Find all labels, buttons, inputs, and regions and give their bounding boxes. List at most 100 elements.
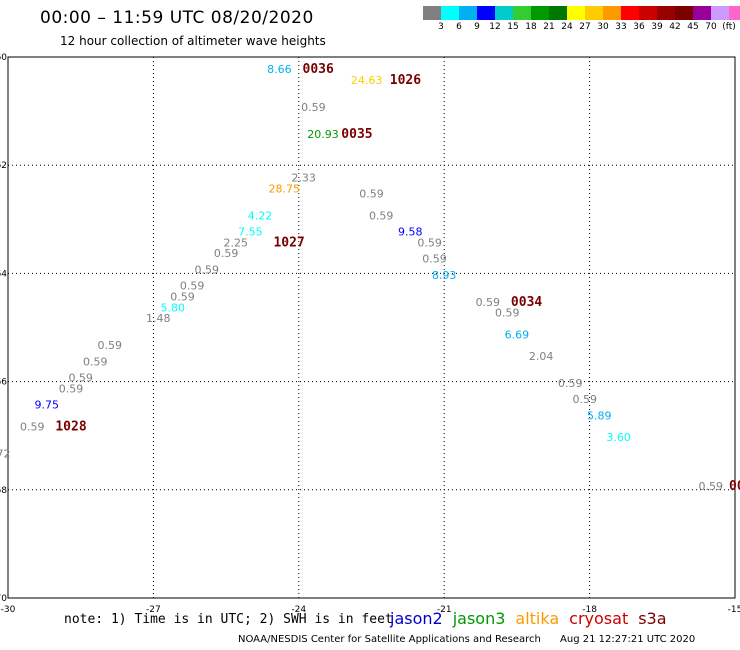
wave-height-label: 2.72 — [0, 447, 11, 460]
scale-tick-label: 36 — [633, 22, 645, 32]
scale-swatch — [603, 6, 621, 20]
wave-height-label: 5.89 — [587, 409, 612, 422]
wave-height-label: 24.63 — [351, 74, 383, 87]
legend-altika: altika — [515, 609, 560, 628]
scale-tick-label: 24 — [561, 22, 573, 32]
pass-time-label: 0035 — [341, 127, 372, 142]
latitude-label: -60 — [0, 53, 7, 63]
pass-time-label: 0033 — [729, 479, 740, 494]
pass-time-label: 1028 — [55, 419, 86, 434]
scale-swatch — [657, 6, 675, 20]
latitude-label: -66 — [0, 378, 7, 388]
wave-height-label: 0.59 — [301, 101, 326, 114]
scale-swatch — [459, 6, 477, 20]
wave-height-label: 1.48 — [146, 312, 171, 325]
latitude-label: -64 — [0, 269, 7, 279]
color-scale-bar — [423, 6, 740, 20]
scale-tick-label: 3 — [438, 22, 444, 32]
scale-tick-label: 21 — [543, 22, 555, 32]
wave-height-label: 3.60 — [606, 431, 631, 444]
wave-height-label: 0.59 — [59, 382, 84, 395]
wave-height-label: 28.75 — [269, 182, 301, 195]
scale-tick-label: (ft) — [722, 22, 736, 32]
pass-time-label: 1026 — [390, 73, 421, 88]
page-title: 00:00 – 11:59 UTC 08/20/2020 — [40, 8, 314, 28]
wave-height-label: 0.59 — [699, 480, 724, 493]
wave-height-label: 8.93 — [432, 269, 457, 282]
wave-height-label: 20.93 — [307, 128, 339, 141]
wave-height-label: 0.59 — [194, 263, 219, 276]
wave-height-label: 0.59 — [20, 420, 45, 433]
pass-time-label: 0034 — [511, 295, 542, 310]
scale-swatch — [729, 6, 740, 20]
scale-swatch — [423, 6, 441, 20]
scale-tick-label: 70 — [705, 22, 717, 32]
wave-height-label: 0.59 — [476, 296, 501, 309]
longitude-label: -15 — [728, 605, 740, 615]
scale-swatch — [531, 6, 549, 20]
scale-swatch — [549, 6, 567, 20]
wave-height-label: 0.59 — [170, 290, 195, 303]
wave-height-label: 9.58 — [398, 226, 423, 239]
footer: NOAA/NESDIS Center for Satellite Applica… — [238, 634, 695, 645]
scale-swatch — [693, 6, 711, 20]
scale-swatch — [513, 6, 531, 20]
scale-tick-label: 42 — [669, 22, 681, 32]
scale-swatch — [585, 6, 603, 20]
legend-s3a: s3a — [638, 609, 667, 628]
longitude-label: -27 — [146, 605, 161, 615]
wave-height-label: 6.69 — [505, 328, 530, 341]
satellite-legend: jason2 jason3 altika cryosat s3a — [390, 609, 677, 628]
page-subtitle: 12 hour collection of altimeter wave hei… — [60, 34, 326, 48]
latitude-label: -68 — [0, 486, 7, 496]
map-frame — [7, 56, 736, 599]
wave-height-label: 0.59 — [180, 280, 205, 293]
latitude-label: -70 — [0, 594, 7, 604]
generated-timestamp: Aug 21 12:27:21 UTC 2020 — [560, 634, 696, 645]
scale-tick-label: 18 — [525, 22, 537, 32]
scale-tick-label: 15 — [507, 22, 519, 32]
scale-swatch — [441, 6, 459, 20]
longitude-label: -18 — [582, 605, 597, 615]
longitude-label: -21 — [437, 605, 452, 615]
scale-swatch — [711, 6, 729, 20]
wave-height-label: 0.59 — [422, 253, 447, 266]
wave-height-label: 0.59 — [495, 307, 520, 320]
wave-height-label: 0.59 — [558, 377, 583, 390]
wave-height-label: 2.33 — [291, 171, 316, 184]
legend-cryosat: cryosat — [569, 609, 629, 628]
scale-swatch — [621, 6, 639, 20]
wave-height-label: 0.59 — [417, 236, 442, 249]
latitude-label: -62 — [0, 161, 7, 171]
longitude-label: -24 — [291, 605, 306, 615]
wave-height-label: 0.59 — [369, 209, 394, 222]
scale-tick-label: 33 — [615, 22, 627, 32]
wave-height-label: 5.80 — [161, 301, 186, 314]
wave-height-label: 0.59 — [98, 339, 123, 352]
longitude-label: -30 — [1, 605, 16, 615]
scale-tick-label: 39 — [651, 22, 663, 32]
scale-tick-label: 6 — [456, 22, 462, 32]
scale-tick-label: 45 — [687, 22, 699, 32]
scale-swatch — [567, 6, 585, 20]
wave-height-label: 4.22 — [248, 209, 273, 222]
scale-tick-label: 30 — [597, 22, 609, 32]
wave-height-label: 0.59 — [214, 247, 239, 260]
footnote: note: 1) Time is in UTC; 2) SWH is in fe… — [64, 612, 393, 627]
scale-tick-label: 12 — [489, 22, 501, 32]
wave-height-label: 0.59 — [68, 372, 93, 385]
scale-swatch — [495, 6, 513, 20]
scale-swatch — [675, 6, 693, 20]
legend-jason3: jason3 — [452, 609, 506, 628]
wave-height-label: 9.75 — [35, 399, 60, 412]
color-scale-labels: 3 6 9 12 15 18 21 24 27 30 33 36 39 42 45 70 (ft) — [423, 22, 740, 34]
pass-time-label: 1027 — [273, 235, 304, 250]
scale-swatch — [477, 6, 495, 20]
scale-tick-label: 27 — [579, 22, 591, 32]
wave-height-label: 2.25 — [224, 236, 249, 249]
credit-text: NOAA/NESDIS Center for Satellite Applica… — [238, 634, 541, 645]
legend-jason2: jason2 — [390, 609, 443, 628]
scale-tick-label: 9 — [474, 22, 480, 32]
